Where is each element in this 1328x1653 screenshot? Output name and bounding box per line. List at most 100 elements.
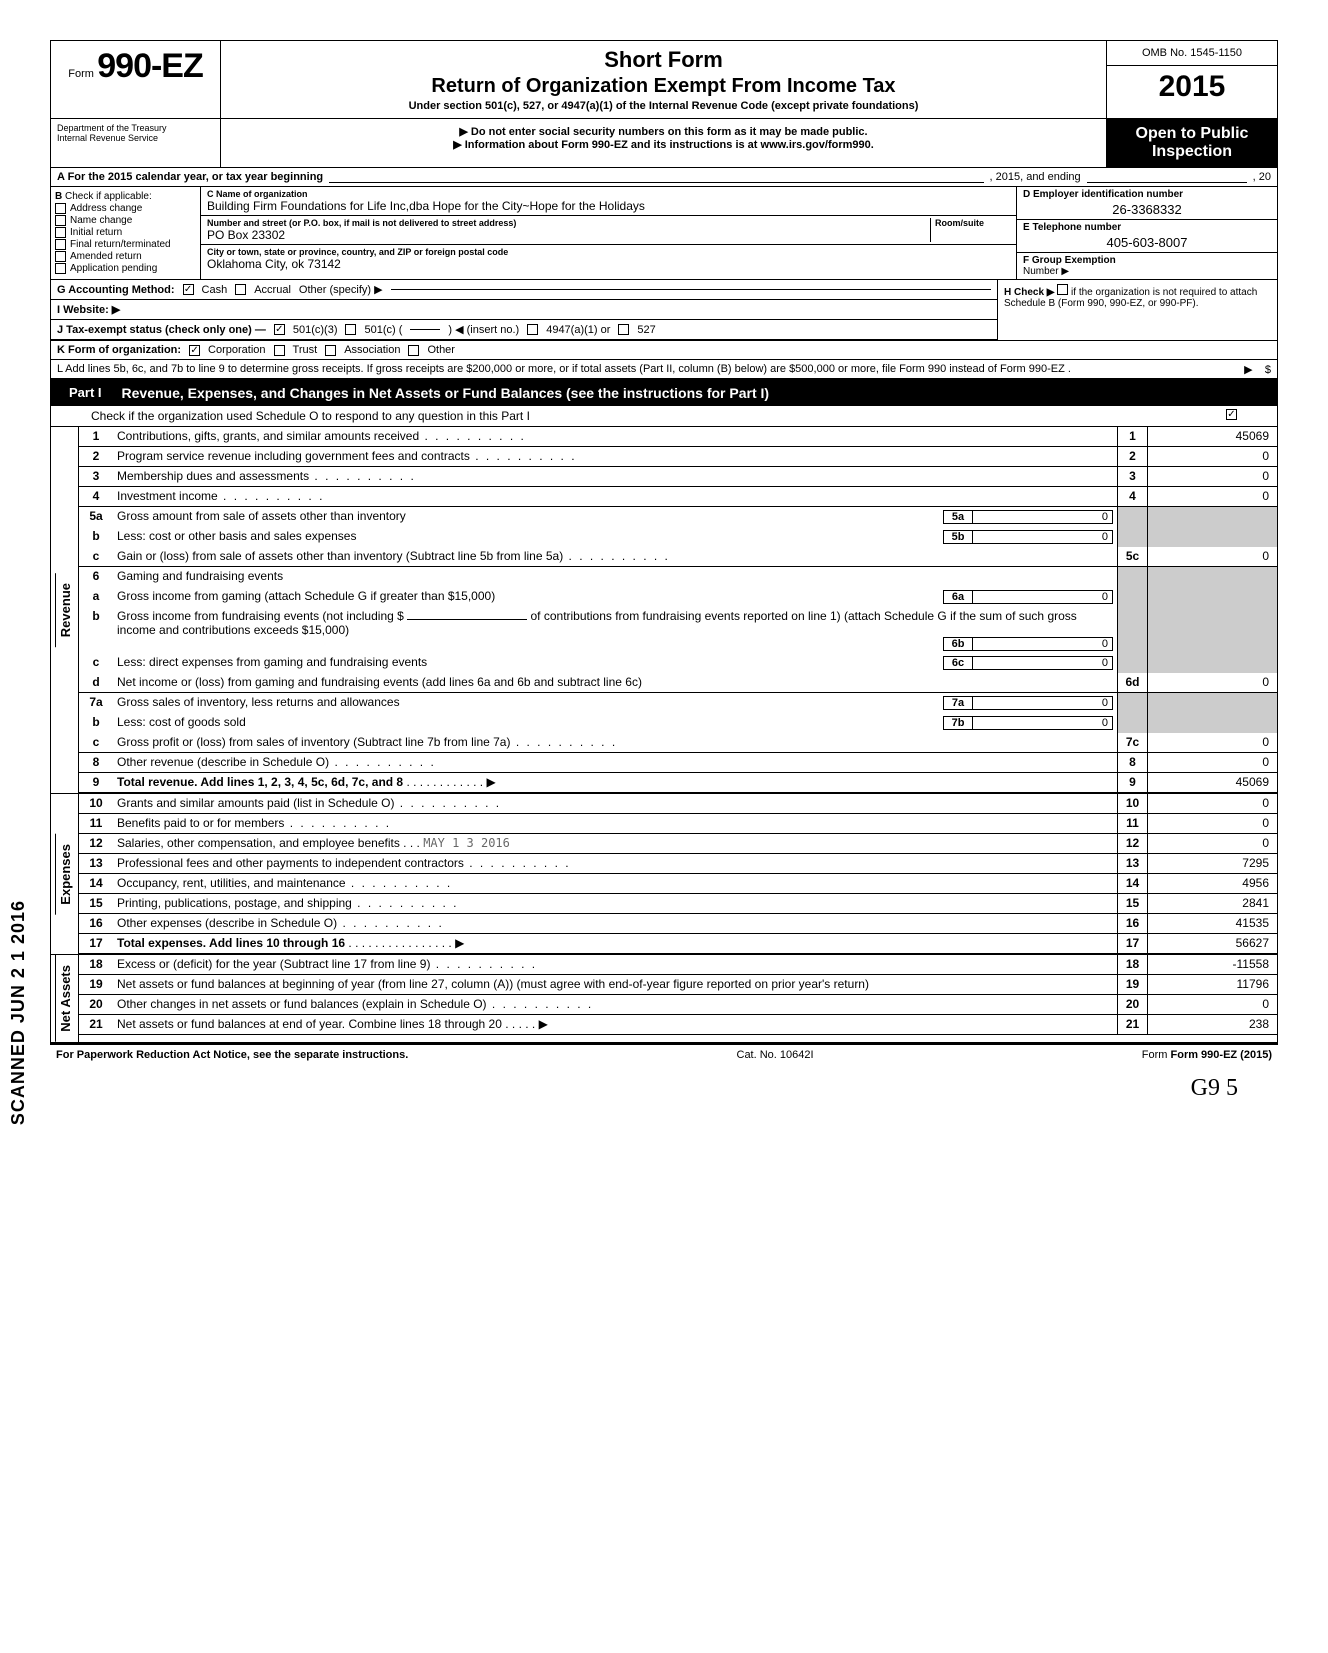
inspection-text: Inspection xyxy=(1113,143,1271,161)
line-6c: cLess: direct expenses from gaming and f… xyxy=(79,653,1277,673)
year-prefix: 20 xyxy=(1159,70,1192,103)
line5c-desc: Gain or (loss) from sale of assets other… xyxy=(113,547,1117,566)
line-7b: bLess: cost of goods sold7b0 xyxy=(79,713,1277,733)
check-name-change[interactable]: Name change xyxy=(55,215,196,226)
line4-desc: Investment income xyxy=(113,487,1117,506)
527-label: 527 xyxy=(637,324,655,336)
expenses-section: Expenses 10Grants and similar amounts pa… xyxy=(51,794,1277,955)
row-l: L Add lines 5b, 6c, and 7b to line 9 to … xyxy=(51,360,1277,379)
line12-desc: Salaries, other compensation, and employ… xyxy=(117,836,400,850)
line12-val: 0 xyxy=(1147,834,1277,853)
line-7a: 7aGross sales of inventory, less returns… xyxy=(79,693,1277,713)
other-specify-label: Other (specify) ▶ xyxy=(299,283,383,296)
line-10: 10Grants and similar amounts paid (list … xyxy=(79,794,1277,814)
check-corporation[interactable] xyxy=(189,345,200,356)
check-527[interactable] xyxy=(618,324,629,335)
line-21: 21Net assets or fund balances at end of … xyxy=(79,1015,1277,1035)
line13-desc: Professional fees and other payments to … xyxy=(113,854,1117,873)
addr-label: Number and street (or P.O. box, if mail … xyxy=(207,218,930,228)
org-name: Building Firm Foundations for Life Inc,d… xyxy=(207,199,1010,213)
check-initial-return[interactable]: Initial return xyxy=(55,227,196,238)
line5b-desc: Less: cost or other basis and sales expe… xyxy=(117,529,935,543)
check-schedule-b[interactable] xyxy=(1057,284,1068,295)
room-label: Room/suite xyxy=(935,218,1010,228)
addr-change-label: Address change xyxy=(70,203,142,214)
row-g-accounting: G Accounting Method: Cash Accrual Other … xyxy=(51,280,997,300)
check-amended-return[interactable]: Amended return xyxy=(55,251,196,262)
org-address: PO Box 23302 xyxy=(207,228,930,242)
line-6b: bGross income from fundraising events (n… xyxy=(79,607,1277,653)
check-501c3[interactable] xyxy=(274,324,285,335)
tax-year: 2015 xyxy=(1107,66,1277,108)
line5a-desc: Gross amount from sale of assets other t… xyxy=(117,509,935,523)
check-trust[interactable] xyxy=(274,345,285,356)
other-org-label: Other xyxy=(427,344,455,356)
open-public-text: Open to Public xyxy=(1113,125,1271,143)
line-12: 12Salaries, other compensation, and empl… xyxy=(79,834,1277,854)
line6a-val: 0 xyxy=(973,590,1113,604)
check-final-return[interactable]: Final return/terminated xyxy=(55,239,196,250)
i-website-label: I Website: ▶ xyxy=(57,303,120,316)
c-name-label: C Name of organization xyxy=(207,189,1010,199)
check-application-pending[interactable]: Application pending xyxy=(55,263,196,274)
form-word: Form xyxy=(68,68,94,80)
line13-val: 7295 xyxy=(1147,854,1277,873)
line14-desc: Occupancy, rent, utilities, and maintena… xyxy=(113,874,1117,893)
line7c-desc: Gross profit or (loss) from sales of inv… xyxy=(113,733,1117,752)
city-label: City or town, state or province, country… xyxy=(207,247,1010,257)
insert-no-label: ) ◀ (insert no.) xyxy=(448,323,519,336)
row-i-website: I Website: ▶ xyxy=(51,300,997,320)
accrual-label: Accrual xyxy=(254,284,291,296)
line7b-desc: Less: cost of goods sold xyxy=(117,715,935,729)
f-group-label: F Group Exemption xyxy=(1023,255,1271,266)
row-a-right: , 20 xyxy=(1253,171,1271,183)
part1-label: Part I xyxy=(59,383,112,402)
open-to-public: Open to Public Inspection xyxy=(1107,119,1277,167)
line6-desc: Gaming and fundraising events xyxy=(113,567,1117,587)
line6d-val: 0 xyxy=(1147,673,1277,692)
line1-desc: Contributions, gifts, grants, and simila… xyxy=(113,427,1117,446)
line18-desc: Excess or (deficit) for the year (Subtra… xyxy=(113,955,1117,974)
line15-desc: Printing, publications, postage, and shi… xyxy=(113,894,1117,913)
row-a-left: A For the 2015 calendar year, or tax yea… xyxy=(57,171,323,183)
check-address-change[interactable]: Address change xyxy=(55,203,196,214)
part1-header: Part I Revenue, Expenses, and Changes in… xyxy=(51,379,1277,406)
check-schedule-o[interactable] xyxy=(1226,409,1237,420)
line6d-desc: Net income or (loss) from gaming and fun… xyxy=(113,673,1117,692)
form-number: 990-EZ xyxy=(97,47,203,85)
line-20: 20Other changes in net assets or fund ba… xyxy=(79,995,1277,1015)
check-501c[interactable] xyxy=(345,324,356,335)
line18-val: -11558 xyxy=(1147,955,1277,974)
subtitle: Under section 501(c), 527, or 4947(a)(1)… xyxy=(233,100,1094,112)
line11-desc: Benefits paid to or for members xyxy=(113,814,1117,833)
row-k-form-org: K Form of organization: Corporation Trus… xyxy=(51,341,1277,360)
short-form-label: Short Form xyxy=(233,47,1094,73)
line-7c: cGross profit or (loss) from sales of in… xyxy=(79,733,1277,753)
part1-title: Revenue, Expenses, and Changes in Net As… xyxy=(122,385,770,401)
line16-val: 41535 xyxy=(1147,914,1277,933)
netassets-label: Net Assets xyxy=(55,955,75,1042)
line-5a: 5aGross amount from sale of assets other… xyxy=(79,507,1277,527)
section-def: D Employer identification number 26-3368… xyxy=(1017,187,1277,279)
dept-treasury: Department of the Treasury xyxy=(57,123,214,133)
check-association[interactable] xyxy=(325,345,336,356)
trust-label: Trust xyxy=(293,344,318,356)
part1-check-text: Check if the organization used Schedule … xyxy=(91,409,530,423)
check-other-org[interactable] xyxy=(408,345,419,356)
check-4947[interactable] xyxy=(527,324,538,335)
l-text: L Add lines 5b, 6c, and 7b to line 9 to … xyxy=(57,363,1071,375)
omb-number: OMB No. 1545-1150 xyxy=(1107,41,1277,66)
check-accrual[interactable] xyxy=(235,284,246,295)
4947-label: 4947(a)(1) or xyxy=(546,324,610,336)
line7a-val: 0 xyxy=(973,696,1113,710)
year-suffix: 15 xyxy=(1192,70,1225,103)
line19-val: 11796 xyxy=(1147,975,1277,994)
line6b-val: 0 xyxy=(973,637,1113,651)
line10-desc: Grants and similar amounts paid (list in… xyxy=(113,794,1117,813)
instructions-cell: Do not enter social security numbers on … xyxy=(221,119,1107,167)
line5a-val: 0 xyxy=(973,510,1113,524)
check-cash[interactable] xyxy=(183,284,194,295)
info-url: Information about Form 990-EZ and its in… xyxy=(233,138,1094,151)
line-6: 6Gaming and fundraising events xyxy=(79,567,1277,587)
line17-val: 56627 xyxy=(1147,934,1277,953)
